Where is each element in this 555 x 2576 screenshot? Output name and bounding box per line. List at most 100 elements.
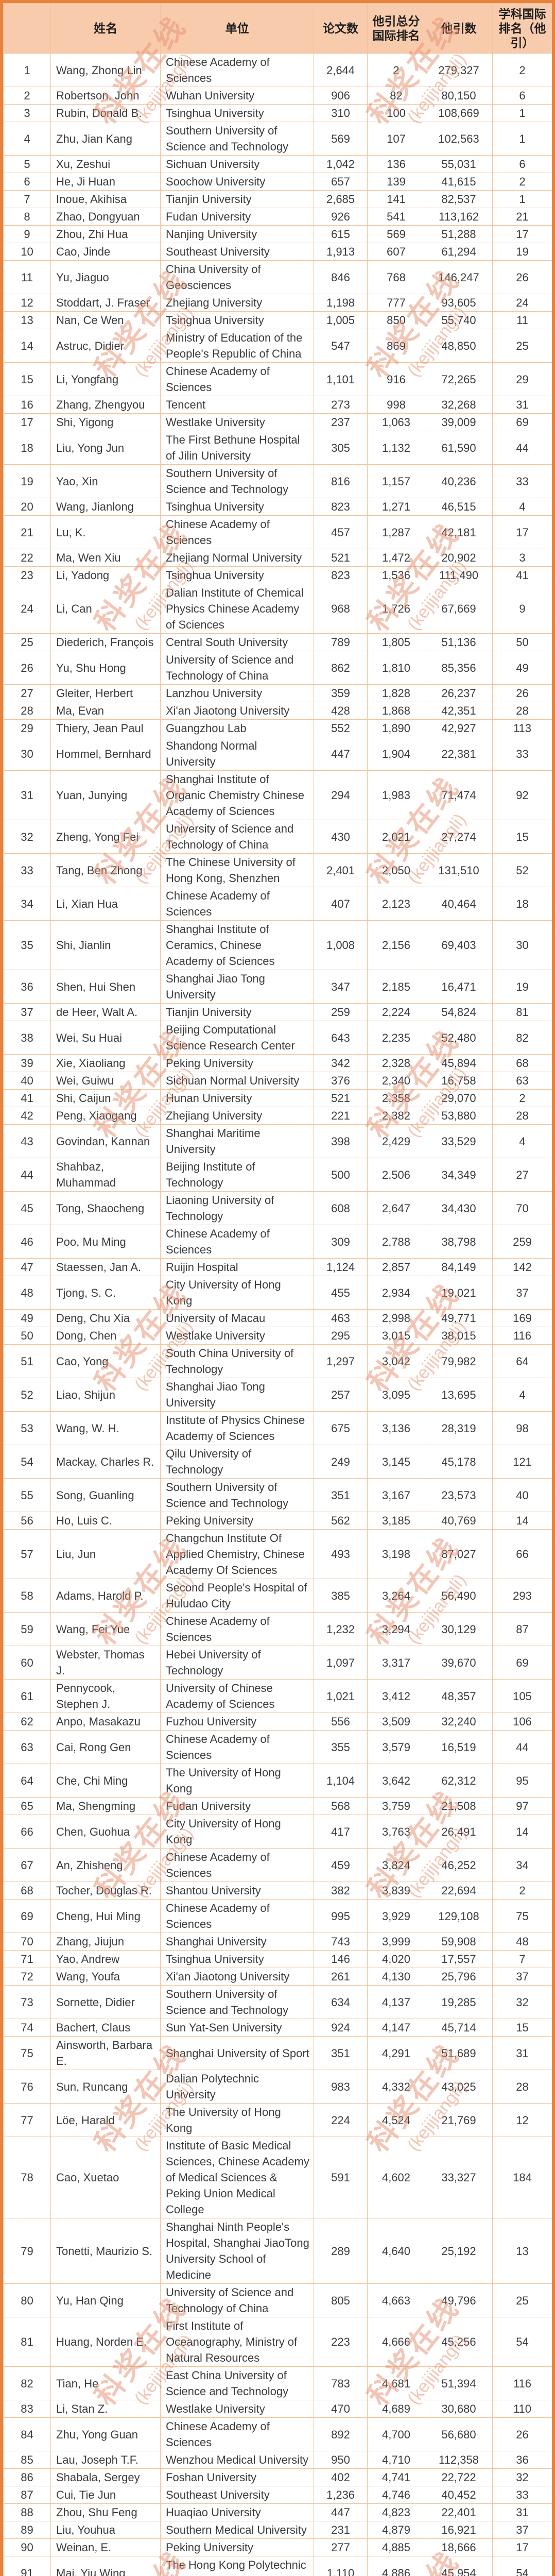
unit-cell: China University of Geosciences <box>160 260 314 294</box>
table-row: 2 Robertson, John Wuhan University 906 82 80,… <box>3 87 552 105</box>
rank-cell: 59 <box>3 1612 51 1646</box>
papers-cell: 447 <box>314 737 368 771</box>
subject_rank-cell: 36 <box>492 2451 552 2469</box>
unit-cell: Zhejiang University <box>160 1107 314 1125</box>
unit-cell: Fuzhou University <box>160 1713 314 1731</box>
subject_rank-cell: 116 <box>492 1327 552 1345</box>
papers-cell: 1,097 <box>314 1646 368 1680</box>
papers-cell: 385 <box>314 1579 368 1613</box>
table-row: 24 Li, Can Dalian Institute of Chemical Ph… <box>3 584 552 634</box>
papers-cell: 402 <box>314 2468 368 2486</box>
rank-cell: 69 <box>3 1899 51 1933</box>
citations-cell: 80,150 <box>425 87 493 105</box>
header-row: 姓名 单位 论文数 他引总分国际排名 他引数 学科国际排名（他引） <box>3 3 552 54</box>
name-cell: Liu, Jun <box>50 1529 161 1579</box>
citations-cell: 59,908 <box>425 1933 493 1951</box>
table-row: 30 Hommel, Bernhard Shandong Normal Univer… <box>3 737 552 771</box>
name-cell: Wei, Guiwu <box>50 1072 161 1090</box>
rank-cell: 27 <box>3 684 51 702</box>
name-cell: Ma, Shengming <box>50 1797 161 1815</box>
table-row: 6 He, Ji Huan Soochow University 657 139 41,6… <box>3 173 552 191</box>
table-row: 49 Deng, Chu Xia University of Macau 463 2,9… <box>3 1309 552 1327</box>
rank-cell: 51 <box>3 1344 51 1378</box>
rank-cell: 60 <box>3 1646 51 1680</box>
papers-cell: 1,232 <box>314 1612 368 1646</box>
unit-cell: Hunan University <box>160 1089 314 1107</box>
intl_rank-cell: 3,136 <box>367 1411 425 1445</box>
papers-cell: 906 <box>314 87 368 105</box>
name-cell: Zhu, Yong Guan <box>50 2417 161 2451</box>
papers-cell: 459 <box>314 1848 368 1882</box>
rank-cell: 75 <box>3 2036 51 2070</box>
name-cell: Tian, He <box>50 2366 161 2400</box>
papers-cell: 430 <box>314 820 368 854</box>
name-cell: Xie, Xiaoliang <box>50 1054 161 1072</box>
name-cell: Shabala, Sergey <box>50 2468 161 2486</box>
subject_rank-cell: 33 <box>492 737 552 771</box>
subject_rank-cell: 32 <box>492 1985 552 2019</box>
citations-cell: 69,403 <box>425 920 493 970</box>
table-row: 90 Weinan, E. Peking University 277 4,885 18,… <box>3 2538 552 2556</box>
intl_rank-cell: 3,264 <box>367 1579 425 1613</box>
papers-cell: 347 <box>314 970 368 1004</box>
name-cell: Cui, Tie Jun <box>50 2486 161 2504</box>
name-cell: Cao, Xuetao <box>50 2137 161 2218</box>
column-header-unit: 单位 <box>160 3 314 54</box>
rank-cell: 47 <box>3 1258 51 1276</box>
papers-cell: 1,042 <box>314 155 368 173</box>
name-cell: de Heer, Walt A. <box>50 1003 161 1021</box>
rank-cell: 23 <box>3 566 51 584</box>
name-cell: Dong, Chen <box>50 1327 161 1345</box>
unit-cell: Southern University of Science and Techn… <box>160 1985 314 2019</box>
subject_rank-cell: 121 <box>492 1445 552 1479</box>
rank-cell: 82 <box>3 2366 51 2400</box>
papers-cell: 398 <box>314 1124 368 1158</box>
intl_rank-cell: 607 <box>367 243 425 261</box>
papers-cell: 342 <box>314 1054 368 1072</box>
name-cell: Wang, W. H. <box>50 1411 161 1445</box>
citations-cell: 51,288 <box>425 225 493 243</box>
name-cell: Inoue, Akihisa <box>50 190 161 208</box>
unit-cell: Westlake University <box>160 1327 314 1345</box>
unit-cell: Central South University <box>160 633 314 651</box>
subject_rank-cell: 11 <box>492 311 552 329</box>
intl_rank-cell: 2,647 <box>367 1191 425 1225</box>
unit-cell: First Institute of Oceanography, Ministr… <box>160 2317 314 2367</box>
rank-cell: 61 <box>3 1679 51 1713</box>
unit-cell: Guangzhou Lab <box>160 719 314 737</box>
intl_rank-cell: 4,602 <box>367 2137 425 2218</box>
unit-cell: Changchun Institute Of Applied Chemistry… <box>160 1529 314 1579</box>
table-row: 50 Dong, Chen Westlake University 295 3,015 3… <box>3 1327 552 1345</box>
rank-cell: 46 <box>3 1225 51 1259</box>
citations-cell: 30,129 <box>425 1612 493 1646</box>
name-cell: Zhang, Zhengyou <box>50 396 161 414</box>
intl_rank-cell: 3,198 <box>367 1529 425 1579</box>
papers-cell: 351 <box>314 1478 368 1512</box>
table-row: 79 Tonetti, Maurizio S. Shanghai Ninth Peo… <box>3 2218 552 2284</box>
rank-cell: 26 <box>3 651 51 685</box>
citations-cell: 51,689 <box>425 2036 493 2070</box>
citations-cell: 22,722 <box>425 2468 493 2486</box>
intl_rank-cell: 4,137 <box>367 1985 425 2019</box>
unit-cell: Zhejiang Normal University <box>160 549 314 567</box>
table-row: 21 Lu, K. Chinese Academy of Sciences 457 1,… <box>3 515 552 549</box>
unit-cell: Beijing Computational Science Research C… <box>160 1021 314 1055</box>
subject_rank-cell: 98 <box>492 1411 552 1445</box>
subject_rank-cell: 26 <box>492 684 552 702</box>
table-row: 20 Wang, Jianlong Tsinghua University 823 1,… <box>3 498 552 516</box>
unit-cell: Chinese Academy of Sciences <box>160 2417 314 2451</box>
papers-cell: 259 <box>314 1003 368 1021</box>
citations-cell: 22,401 <box>425 2503 493 2521</box>
rank-cell: 38 <box>3 1021 51 1055</box>
intl_rank-cell: 4,666 <box>367 2317 425 2367</box>
name-cell: An, Zhisheng <box>50 1848 161 1882</box>
subject_rank-cell: 66 <box>492 1529 552 1579</box>
citations-cell: 26,491 <box>425 1815 493 1849</box>
citations-cell: 33,529 <box>425 1124 493 1158</box>
citations-cell: 19,285 <box>425 1985 493 2019</box>
citations-cell: 41,615 <box>425 173 493 191</box>
unit-cell: Beijing Institute of Technology <box>160 1158 314 1192</box>
table-row: 38 Wei, Su Huai Beijing Computational Scie… <box>3 1021 552 1055</box>
papers-cell: 224 <box>314 2103 368 2137</box>
